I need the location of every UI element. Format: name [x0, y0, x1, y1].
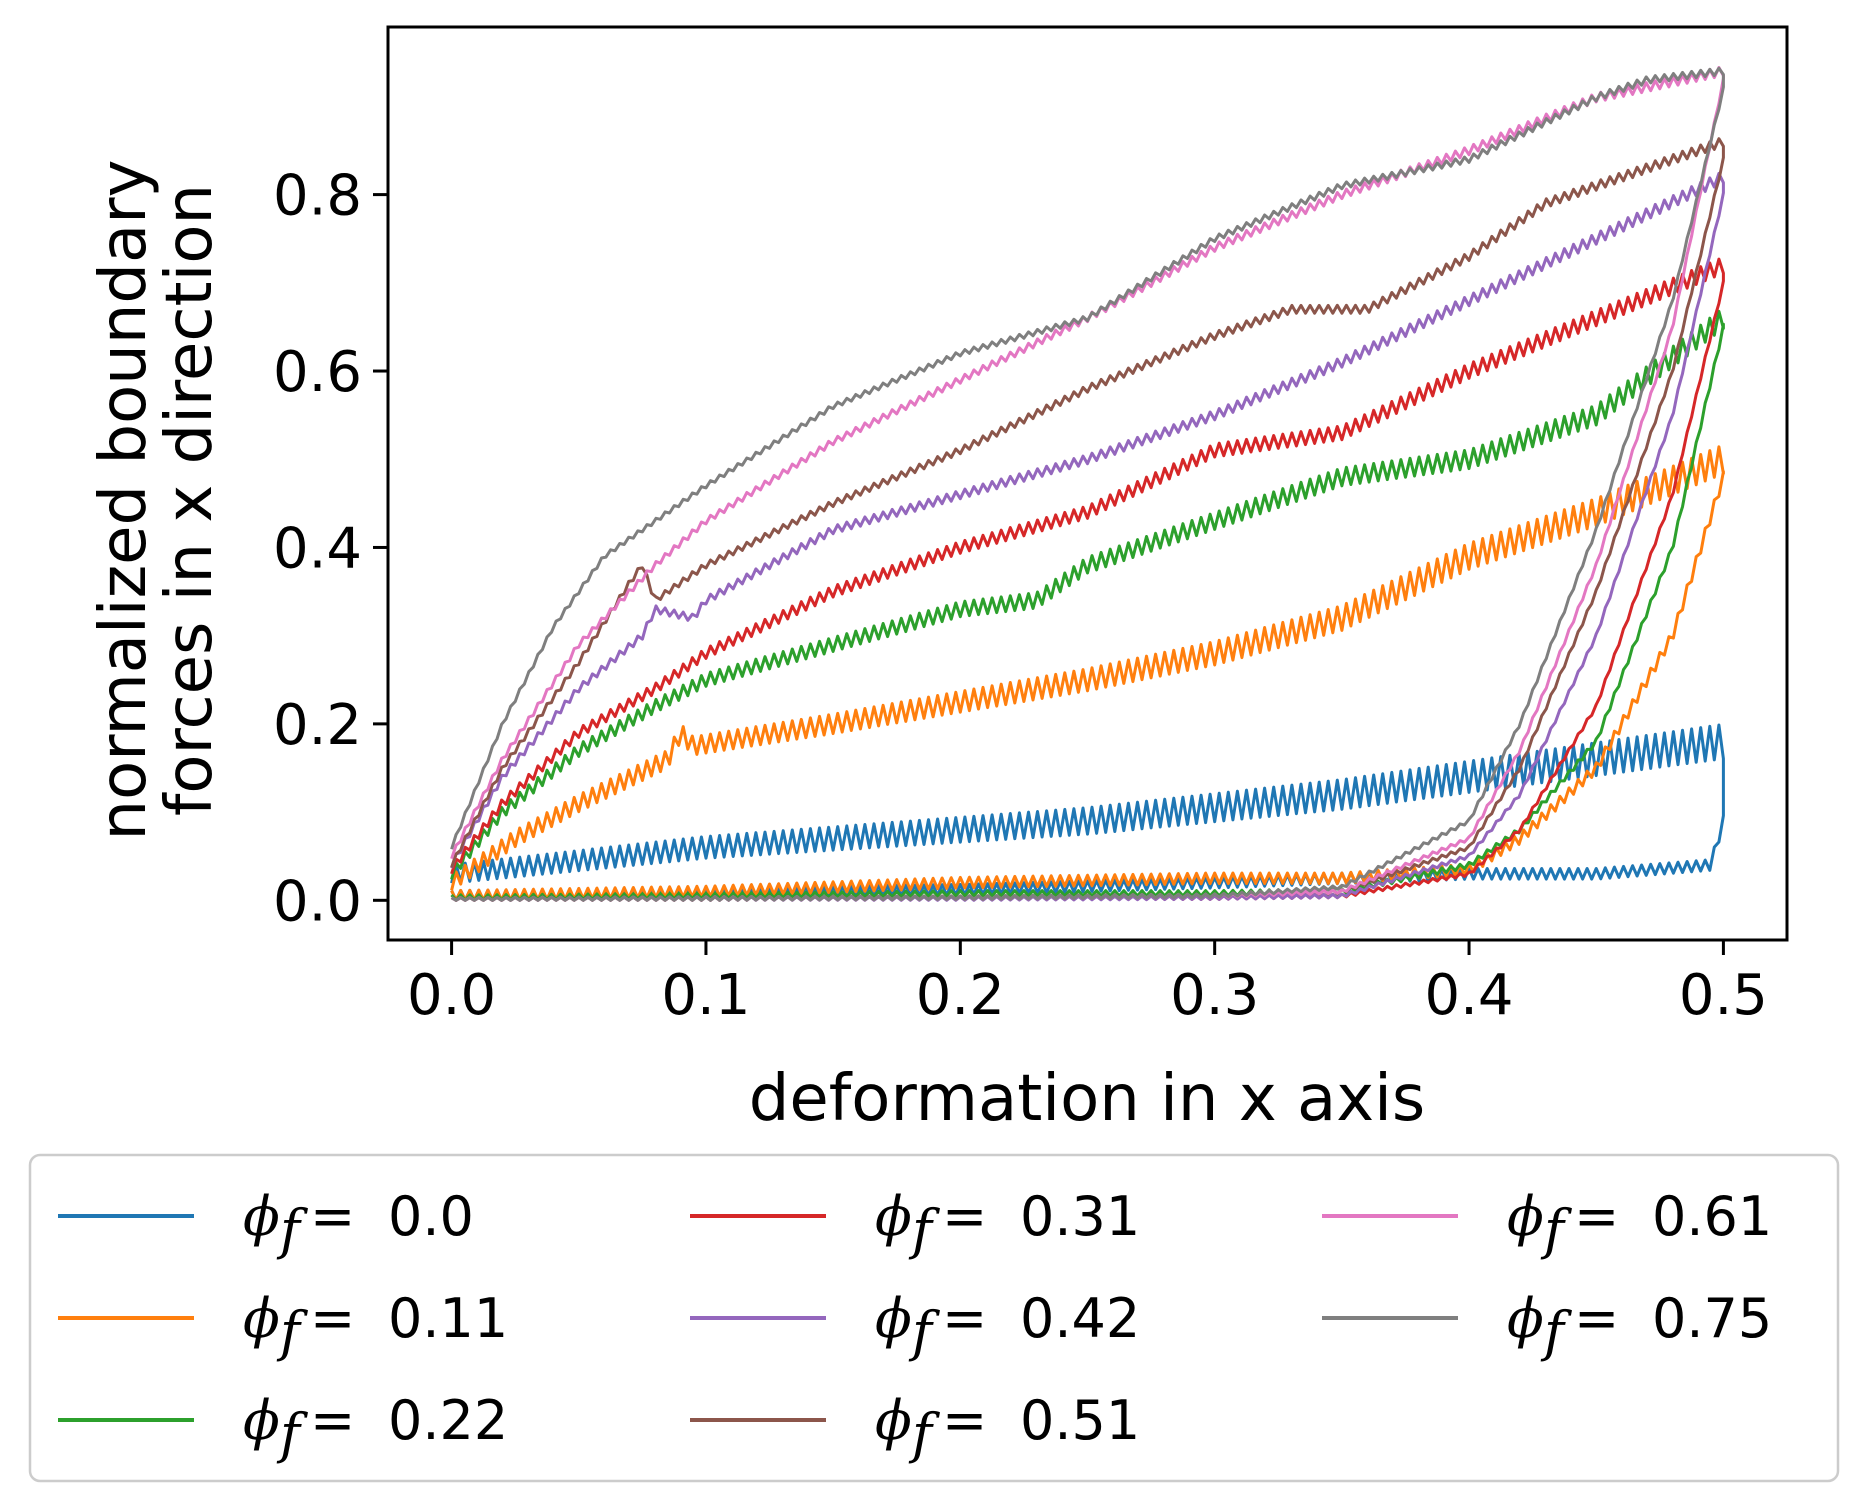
legend-symbol: ϕ — [243, 1287, 280, 1350]
legend-equals: = — [310, 1185, 355, 1248]
x-tick-label: 0.1 — [661, 963, 750, 1028]
y-tick-label: 0.8 — [273, 164, 362, 229]
legend-equals: = — [1574, 1185, 1619, 1248]
legend-label: 0.0 — [388, 1185, 474, 1248]
x-axis: 0.0 0.1 0.2 0.3 0.4 0.5 — [407, 940, 1768, 1028]
legend-equals: = — [310, 1389, 355, 1452]
y-axis-label-line-1: normalized boundary — [87, 160, 161, 841]
legend-symbol: ϕ — [875, 1389, 912, 1452]
y-tick-label: 0.6 — [273, 340, 362, 405]
y-tick-label: 0.0 — [273, 869, 362, 934]
legend-label: 0.75 — [1652, 1287, 1772, 1350]
legend-item: ϕ f = 0.51 — [690, 1389, 1140, 1465]
legend-label: 0.61 — [1652, 1185, 1772, 1248]
legend-equals: = — [1574, 1287, 1619, 1350]
series-line-0 — [450, 723, 1725, 902]
legend-equals: = — [942, 1185, 987, 1248]
legend-label: 0.51 — [1020, 1389, 1140, 1452]
legend-equals: = — [310, 1287, 355, 1350]
legend-symbol: ϕ — [875, 1185, 912, 1248]
x-tick-label: 0.0 — [407, 963, 496, 1028]
legend-label: 0.22 — [388, 1389, 508, 1452]
legend-frame — [28, 1153, 1840, 1483]
legend-label: 0.31 — [1020, 1185, 1140, 1248]
x-axis-label: deformation in x axis — [749, 1062, 1426, 1136]
legend-symbol: ϕ — [243, 1185, 280, 1248]
legend: ϕ f = 0.0ϕ f = 0.11ϕ f = 0.22ϕ f = 0.31ϕ f = 0.42ϕ f = 0.5… — [28, 1153, 1840, 1483]
y-tick-label: 0.4 — [273, 516, 362, 581]
legend-symbol: ϕ — [243, 1389, 280, 1452]
series-layer — [450, 66, 1725, 902]
x-tick-label: 0.3 — [1170, 963, 1259, 1028]
y-axis: 0.0 0.2 0.4 0.6 0.8 — [273, 164, 388, 934]
plot-frame — [386, 25, 1789, 942]
legend-equals: = — [942, 1287, 987, 1350]
legend-symbol: ϕ — [1507, 1185, 1544, 1248]
legend-symbol: ϕ — [1507, 1287, 1544, 1350]
series-line-7 — [450, 66, 1725, 902]
x-tick-label: 0.4 — [1425, 963, 1514, 1028]
x-tick-label: 0.5 — [1679, 963, 1768, 1028]
y-axis-label: normalized boundary forces in x directio… — [87, 160, 227, 841]
legend-item: ϕ f = 0.75 — [1322, 1287, 1772, 1363]
y-tick-label: 0.2 — [273, 693, 362, 758]
legend-equals: = — [942, 1389, 987, 1452]
series-line-4 — [450, 171, 1725, 902]
legend-label: 0.11 — [388, 1287, 508, 1350]
x-tick-label: 0.2 — [916, 963, 1005, 1028]
legend-symbol: ϕ — [875, 1287, 912, 1350]
y-axis-label-line-2: forces in x direction — [153, 184, 227, 816]
legend-label: 0.42 — [1020, 1287, 1140, 1350]
series-line-1 — [450, 445, 1725, 902]
series-line-2 — [450, 309, 1725, 902]
